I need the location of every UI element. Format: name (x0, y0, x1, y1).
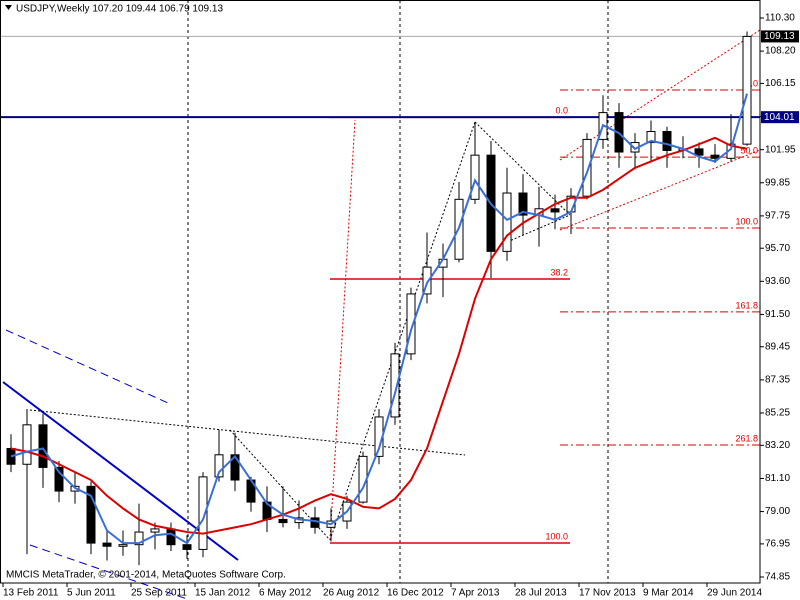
candle-body (54, 466, 64, 492)
title-icon (5, 5, 12, 10)
candle-body (230, 454, 240, 481)
candle-body (662, 131, 672, 151)
price-label: 109.13 (764, 31, 795, 42)
y-tick-label: 110.30 (765, 13, 795, 24)
candle-body (22, 424, 32, 465)
candle-body (502, 192, 512, 252)
y-tick-label: 99.85 (765, 177, 790, 188)
x-tick-label: 17 Nov 2013 (579, 588, 636, 599)
candle-body (406, 293, 416, 355)
candle-body (278, 518, 288, 524)
y-tick-label: 89.45 (765, 341, 790, 352)
fib-label: 161.8 (735, 300, 758, 310)
period-separators (187, 0, 609, 583)
x-tick-label: 29 Jun 2014 (707, 588, 762, 599)
candle-body (742, 35, 752, 145)
y-tick-label: 87.35 (765, 375, 790, 386)
candle-body (582, 138, 592, 197)
x-tick-label: 13 Feb 2011 (3, 588, 59, 599)
candle-body (118, 544, 128, 547)
candle-body (694, 148, 704, 156)
candle-body (214, 454, 224, 478)
trendline (329, 121, 476, 541)
trendline (29, 544, 191, 600)
moving-average (10, 136, 748, 535)
candle-body (550, 208, 560, 213)
candle-body (134, 531, 144, 546)
fib-label: 100.0 (545, 531, 568, 541)
price-label-box (761, 30, 799, 43)
y-tick-label: 91.50 (765, 309, 790, 320)
candle-body (38, 424, 48, 468)
x-tick-label: 26 Aug 2012 (323, 588, 380, 599)
trendline (229, 429, 331, 541)
price-label-box (761, 111, 799, 124)
candle-body (470, 154, 480, 200)
fib-label: 261.8 (735, 433, 758, 443)
x-tick-label: 15 Jan 2012 (195, 588, 250, 599)
candle-body (518, 192, 528, 216)
y-tick-label: 97.75 (765, 211, 790, 222)
fib-label: 38.2 (550, 267, 568, 277)
y-tick-label: 93.60 (765, 276, 790, 287)
candle-body (166, 528, 176, 546)
x-tick-label: 25 Sep 2011 (131, 588, 187, 599)
x-tick-label: 9 Mar 2014 (643, 588, 694, 599)
y-tick-label: 101.95 (765, 144, 796, 155)
copyright: MMCIS MetaTrader, © 2001-2014, MetaQuote… (6, 570, 286, 581)
x-tick-label: 6 May 2012 (259, 588, 312, 599)
plot-frame (0, 0, 761, 584)
candle-body (310, 517, 320, 528)
candle-body (646, 131, 656, 144)
y-tick-label: 81.10 (765, 473, 790, 484)
candle-body (102, 542, 112, 547)
fib-label: 0.0 (745, 78, 758, 88)
price-label: 104.01 (764, 112, 795, 123)
moving-average (10, 93, 748, 545)
x-tick-label: 28 Jul 2013 (515, 588, 567, 599)
fib-label: 0.0 (555, 106, 568, 116)
plot: 0.0 38.2 100.0 0.0 50.0 100.0 161.8 261.8 (0, 31, 760, 566)
candle-body (86, 485, 96, 544)
y-tick-label: 85.25 (765, 408, 790, 419)
trendline (499, 214, 571, 246)
x-tick-label: 5 Jun 2011 (67, 588, 116, 599)
y-tick-label: 95.70 (765, 243, 790, 254)
y-tick-label: 108.20 (765, 46, 796, 57)
candle-body (198, 476, 208, 550)
fib-label: 50.0 (740, 145, 758, 155)
candle-body (422, 266, 432, 295)
y-tick-label: 79.00 (765, 506, 790, 517)
candle-body (390, 353, 400, 418)
candle-body (710, 154, 720, 159)
y-tick-label: 74.85 (765, 572, 790, 583)
fib-label: 100.0 (735, 216, 758, 226)
y-tick-label: 83.20 (765, 440, 790, 451)
x-tick-label: 7 Apr 2013 (451, 588, 500, 599)
y-tick-label: 76.95 (765, 539, 790, 550)
candle-body (150, 528, 160, 533)
trendline (29, 409, 466, 456)
x-tick-label: 16 Dec 2012 (387, 588, 444, 599)
y-tick-label: 106.15 (765, 78, 796, 89)
candle-body (182, 544, 192, 550)
trendline (5, 329, 169, 404)
chart-title: USDJPY,Weekly 107.20 109.44 106.79 109.1… (16, 4, 223, 15)
